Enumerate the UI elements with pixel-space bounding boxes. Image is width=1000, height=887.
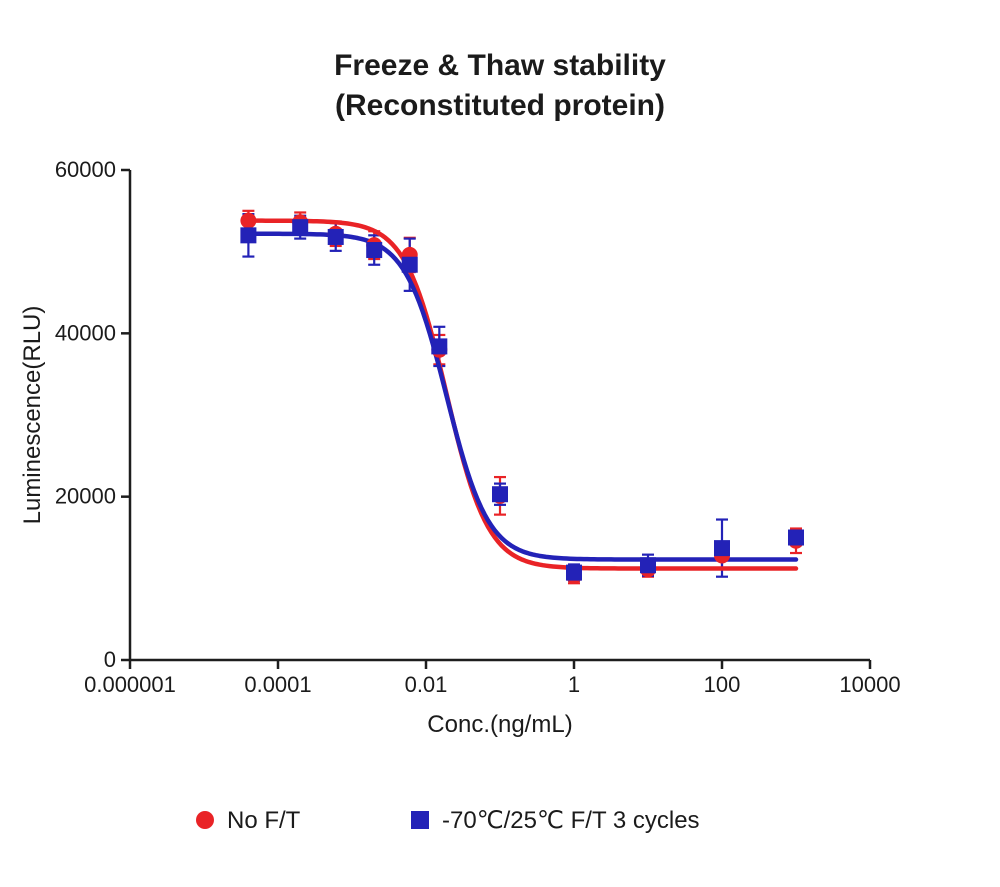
y-axis-label: Luminescence(RLU) (19, 306, 46, 525)
x-tick-label: 0.01 (405, 672, 448, 697)
x-tick-label: 1 (568, 672, 580, 697)
x-axis-label: Conc.(ng/mL) (427, 711, 572, 738)
x-tick-label: 0.000001 (84, 672, 176, 697)
x-tick-label: 100 (704, 672, 741, 697)
legend-marker-ft3 (411, 811, 429, 829)
chart-container: { "chart": { "type": "dose-response-scat… (0, 0, 1000, 887)
legend-marker-noFT (196, 811, 214, 829)
chart-svg: Freeze & Thaw stability (Reconstituted pr… (0, 0, 1000, 887)
y-tick-label: 0 (104, 647, 116, 672)
x-tick-label: 10000 (839, 672, 900, 697)
chart-title-line2: (Reconstituted protein) (335, 89, 665, 122)
y-tick-label: 20000 (55, 484, 116, 509)
legend-label-noFT: No F/T (227, 807, 301, 834)
legend-label-ft3: -70℃/25℃ F/T 3 cycles (442, 807, 700, 834)
x-tick-label: 0.0001 (244, 672, 311, 697)
y-tick-label: 40000 (55, 320, 116, 345)
chart-title-line1: Freeze & Thaw stability (334, 49, 666, 82)
y-tick-label: 60000 (55, 157, 116, 182)
